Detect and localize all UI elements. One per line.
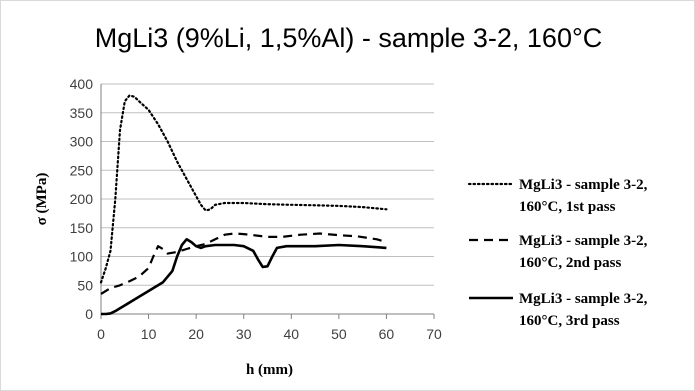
y-axis-title: σ (MPa) <box>34 173 50 226</box>
y-tick-label: 100 <box>70 249 94 265</box>
y-tick-label: 400 <box>70 76 94 92</box>
series-line-1 <box>101 96 386 283</box>
legend-label-2: MgLi3 - sample 3-2, <box>519 233 648 249</box>
x-tick-label: 40 <box>283 326 299 342</box>
axes: 0 50 100 150 200 250 300 350 400 0 10 20 30 40 50 60 70 h… <box>34 76 442 378</box>
gridlines <box>101 84 434 314</box>
legend-label-2: 160°C, 2nd pass <box>519 255 621 271</box>
y-tick-label: 200 <box>70 191 94 207</box>
legend: MgLi3 - sample 3-2, 160°C, 1st pass MgLi3 … <box>469 177 648 329</box>
x-tick-label: 50 <box>331 326 347 342</box>
y-tick-label: 250 <box>70 162 94 178</box>
x-axis-title: h (mm) <box>246 362 293 378</box>
y-tick-label: 300 <box>70 134 94 150</box>
x-tick-label: 70 <box>426 326 442 342</box>
legend-label-3: 160°C, 3rd pass <box>519 313 620 329</box>
series-lines <box>101 96 386 315</box>
x-tick-label: 10 <box>141 326 157 342</box>
y-tick-label: 50 <box>77 277 93 293</box>
y-tick-label: 0 <box>85 306 93 322</box>
x-tick-label: 60 <box>379 326 395 342</box>
legend-label-1: 160°C, 1st pass <box>519 199 616 215</box>
legend-label-3: MgLi3 - sample 3-2, <box>519 291 648 307</box>
y-tick-label: 150 <box>70 220 94 236</box>
series-line-3 <box>101 239 386 314</box>
legend-label-1: MgLi3 - sample 3-2, <box>519 177 648 193</box>
x-tick-label: 0 <box>97 326 105 342</box>
x-tick-label: 20 <box>188 326 204 342</box>
x-tick-label: 30 <box>236 326 252 342</box>
y-tick-label: 350 <box>70 105 94 121</box>
